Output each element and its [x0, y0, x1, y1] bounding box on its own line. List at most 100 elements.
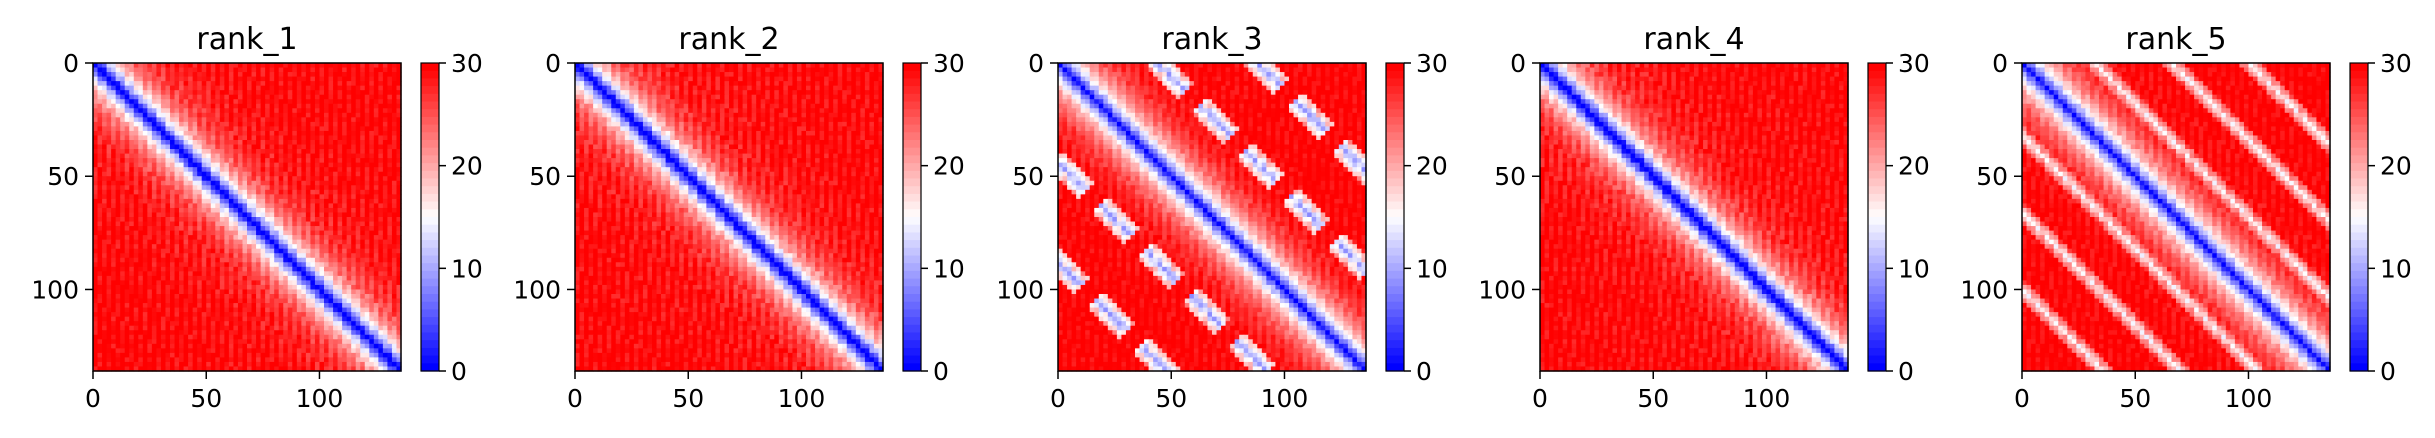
heatmap-cell: [697, 68, 702, 73]
heatmap-cell: [107, 72, 112, 77]
heatmap-cell: [634, 77, 639, 82]
heatmap-cell: [811, 77, 816, 82]
heatmap-cell: [184, 357, 189, 362]
heatmap-cell: [356, 104, 361, 109]
heatmap-cell: [288, 135, 293, 140]
heatmap-cell: [238, 190, 243, 195]
heatmap-cell: [102, 90, 107, 95]
heatmap-cell: [197, 267, 202, 272]
heatmap-cell: [161, 190, 166, 195]
heatmap-cell: [324, 258, 329, 263]
heatmap-cell: [247, 321, 252, 326]
heatmap-cell: [297, 194, 302, 199]
heatmap-cell: [369, 167, 374, 172]
heatmap-cell: [333, 240, 338, 245]
heatmap-cell: [607, 68, 612, 73]
heatmap-cell: [125, 194, 130, 199]
heatmap-cell: [197, 222, 202, 227]
heatmap-cell: [342, 145, 347, 150]
heatmap-cell: [120, 330, 125, 335]
heatmap-cell: [233, 135, 238, 140]
heatmap-cell: [215, 276, 220, 281]
heatmap-cell: [143, 77, 148, 82]
heatmap-cell: [98, 108, 103, 113]
heatmap-cell: [156, 99, 161, 104]
heatmap-cell: [387, 172, 392, 177]
heatmap-cell: [143, 303, 148, 308]
heatmap-cell: [252, 140, 257, 145]
heatmap-cell: [392, 104, 397, 109]
heatmap-cell: [134, 240, 139, 245]
heatmap-cell: [301, 271, 306, 276]
heatmap-cell: [342, 262, 347, 267]
heatmap-cell: [324, 262, 329, 267]
heatmap-cell: [374, 303, 379, 308]
heatmap-cell: [292, 190, 297, 195]
heatmap-cell: [134, 140, 139, 145]
heatmap-cell: [233, 276, 238, 281]
heatmap-cell: [120, 348, 125, 353]
heatmap-cell: [165, 77, 170, 82]
heatmap-cell: [324, 140, 329, 145]
heatmap-cell: [288, 99, 293, 104]
heatmap-cell: [138, 163, 143, 168]
heatmap-cell: [743, 68, 748, 73]
heatmap-cell: [220, 240, 225, 245]
heatmap-cell: [310, 271, 315, 276]
heatmap-cell: [93, 185, 98, 190]
heatmap-cell: [242, 158, 247, 163]
heatmap-cell: [242, 353, 247, 358]
heatmap-cell: [378, 222, 383, 227]
heatmap-cell: [297, 126, 302, 131]
heatmap-cell: [107, 167, 112, 172]
heatmap-cell: [365, 86, 370, 91]
heatmap-cell: [116, 68, 121, 73]
heatmap-cell: [865, 68, 870, 73]
heatmap-cell: [261, 235, 266, 240]
heatmap-cell: [229, 145, 234, 150]
heatmap-cell: [288, 86, 293, 91]
heatmap-cell: [138, 294, 143, 299]
heatmap-cell: [711, 81, 716, 86]
heatmap-cell: [270, 262, 275, 267]
heatmap-cell: [319, 344, 324, 349]
heatmap-cell: [156, 353, 161, 358]
heatmap-cell: [252, 185, 257, 190]
heatmap-cell: [107, 344, 112, 349]
heatmap-cell: [247, 113, 252, 118]
heatmap-cell: [98, 362, 103, 367]
heatmap-cell: [283, 122, 288, 127]
heatmap-cell: [310, 348, 315, 353]
heatmap-cell: [270, 99, 275, 104]
heatmap-cell: [152, 249, 157, 254]
heatmap-cell: [175, 308, 180, 313]
heatmap-cell: [188, 63, 193, 68]
heatmap-cell: [333, 86, 338, 91]
heatmap-cell: [211, 308, 216, 313]
heatmap-cell: [134, 185, 139, 190]
heatmap-cell: [351, 231, 356, 236]
heatmap-cell: [256, 108, 261, 113]
heatmap-cell: [116, 158, 121, 163]
heatmap-cell: [102, 212, 107, 217]
heatmap-cell: [315, 348, 320, 353]
heatmap-cell: [98, 308, 103, 313]
heatmap-cell: [374, 326, 379, 331]
heatmap-cell: [324, 208, 329, 213]
heatmap-cell: [283, 199, 288, 204]
heatmap-cell: [188, 135, 193, 140]
heatmap-cell: [143, 253, 148, 258]
heatmap-cell: [347, 194, 352, 199]
heatmap-cell: [369, 203, 374, 208]
heatmap-cell: [292, 68, 297, 73]
heatmap-cell: [206, 262, 211, 267]
heatmap-cell: [387, 145, 392, 150]
heatmap-cell: [374, 240, 379, 245]
heatmap-cell: [138, 122, 143, 127]
heatmap-cell: [333, 253, 338, 258]
heatmap-cell: [770, 68, 775, 73]
heatmap-cell: [365, 330, 370, 335]
heatmap-cell: [256, 249, 261, 254]
heatmap-cell: [288, 321, 293, 326]
heatmap-cell: [247, 172, 252, 177]
